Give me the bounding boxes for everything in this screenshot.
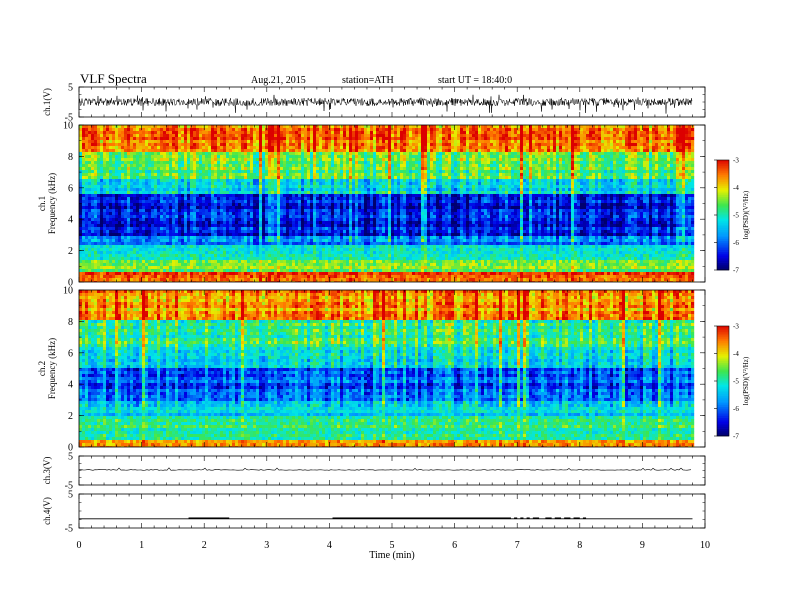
panel-frame <box>78 493 706 529</box>
y-tick-label: -5 <box>65 524 73 535</box>
waveform-burst <box>554 517 562 519</box>
y-axis-label: ch.1(V) <box>42 88 52 116</box>
colorbar-label: log(PSD)(V²/Hz) <box>742 190 750 239</box>
waveform-burst <box>188 517 230 519</box>
waveform-burst <box>332 517 511 519</box>
colorbar-tick-label: -6 <box>733 239 739 247</box>
colorbar-tick-label: -7 <box>733 267 739 275</box>
waveform-burst <box>520 517 524 519</box>
waveform-burst <box>545 517 552 519</box>
y-tick-label: 2 <box>68 246 73 257</box>
waveform-trace <box>78 94 693 114</box>
ch3-waveform-panel: 5 -5 ch.3(V) <box>42 452 706 492</box>
waveform-burst <box>573 517 580 519</box>
y-tick-label: -5 <box>65 481 73 492</box>
colorbar-tick-label: -3 <box>733 157 739 165</box>
waveform-burst <box>582 517 587 519</box>
time-axis: 0 1 2 3 4 5 6 7 8 9 10 <box>77 540 711 551</box>
x-tick-label: 9 <box>640 540 645 551</box>
colorbar-tick-label: -3 <box>733 323 739 331</box>
y-tick-label: 5 <box>68 83 73 94</box>
colorbar: -3 -4 -5 -6 -7 log(PSD)(V²/Hz) <box>714 157 750 275</box>
colorbar-tick-label: -6 <box>733 405 739 413</box>
waveform-burst <box>514 517 518 519</box>
x-tick-label: 7 <box>515 540 520 551</box>
y-tick-label: 10 <box>63 286 73 297</box>
figure-station: station=ATH <box>342 75 394 86</box>
y-tick-label: 6 <box>68 348 73 359</box>
figure-start-time: start UT = 18:40:0 <box>438 75 512 86</box>
y-tick-label: 0 <box>68 278 73 289</box>
y-axis-label: ch.3(V) <box>42 457 52 485</box>
x-tick-label: 5 <box>390 540 395 551</box>
x-tick-label: 6 <box>452 540 457 551</box>
spectrogram-image <box>79 125 695 282</box>
x-tick-label: 3 <box>264 540 269 551</box>
y-tick-label: 8 <box>68 317 73 328</box>
colorbar-tick-label: -4 <box>733 350 739 358</box>
waveform-burst <box>526 517 530 519</box>
spectrogram-image <box>79 290 695 447</box>
y-tick-label: 0 <box>68 443 73 454</box>
colorbar-tick-label: -4 <box>733 184 739 192</box>
y-axis-label: ch.1 <box>37 196 47 211</box>
figure-date: Aug.21, 2015 <box>251 75 306 86</box>
figure-title: VLF Spectra <box>80 71 147 86</box>
ch2-spectrogram-panel: 0 2 4 6 8 10 ch.2 Frequency (kHz) -3 -4 -5 -6 -7 log(… <box>37 286 750 454</box>
waveform-burst <box>532 517 540 519</box>
x-axis-label: Time (min) <box>369 550 414 561</box>
y-tick-label: 5 <box>68 452 73 463</box>
y-tick-label: 2 <box>68 411 73 422</box>
y-tick-label: 8 <box>68 152 73 163</box>
y-tick-label: 10 <box>63 121 73 132</box>
colorbar-tick-label: -7 <box>733 433 739 441</box>
y-axis-label: Frequency (kHz) <box>47 338 57 399</box>
waveform-trace <box>78 467 692 471</box>
x-tick-label: 1 <box>139 540 144 551</box>
y-axis-label: Frequency (kHz) <box>47 173 57 234</box>
y-tick-label: 6 <box>68 183 73 194</box>
y-tick-label: 4 <box>68 380 73 391</box>
y-axis-label: ch.4(V) <box>42 497 52 525</box>
colorbar-tick-label: -5 <box>733 212 739 220</box>
x-tick-label: 8 <box>577 540 582 551</box>
ch1-spectrogram-panel: 0 2 4 6 8 10 ch.1 Frequency (kHz) -3 -4 -5 -6 -7 log(… <box>37 121 750 289</box>
colorbar-tick-label: -5 <box>733 378 739 386</box>
x-tick-label: 0 <box>77 540 82 551</box>
ch4-waveform-panel: 5 -5 ch.4(V) <box>42 490 706 535</box>
ch1-waveform-panel: 5 -5 ch.1(V) <box>42 83 706 124</box>
x-tick-label: 10 <box>700 540 710 551</box>
y-axis-label: ch.2 <box>37 361 47 376</box>
colorbar: -3 -4 -5 -6 -7 log(PSD)(V²/Hz) <box>714 323 750 441</box>
y-tick-label: -5 <box>65 113 73 124</box>
y-tick-label: 4 <box>68 215 73 226</box>
x-tick-label: 2 <box>202 540 207 551</box>
waveform-burst <box>564 517 571 519</box>
y-tick-label: 5 <box>68 490 73 501</box>
x-tick-label: 4 <box>327 540 332 551</box>
colorbar-label: log(PSD)(V²/Hz) <box>742 356 750 405</box>
